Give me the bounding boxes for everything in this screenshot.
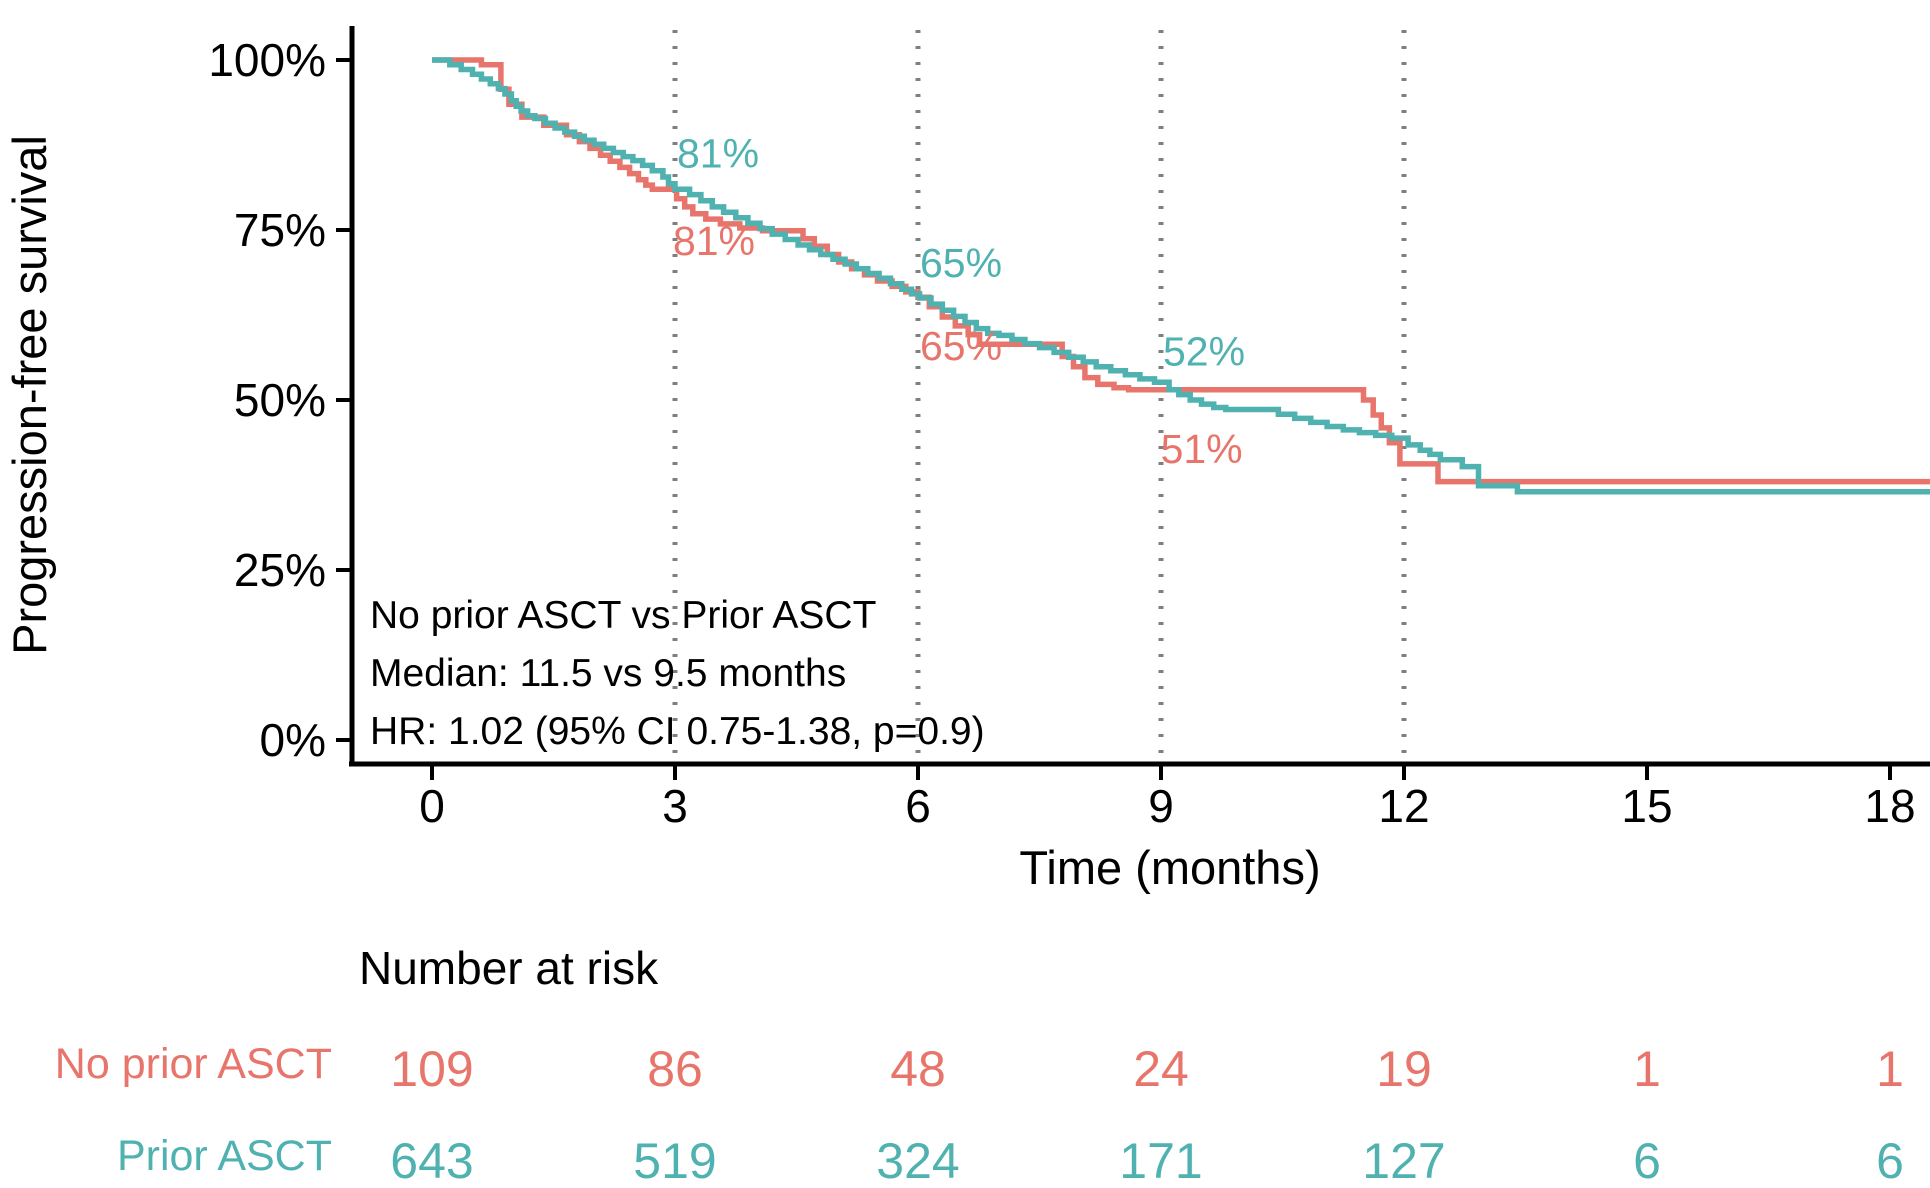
x-tick-label-12: 12	[1378, 780, 1429, 832]
risk-value-prior-asct-9mo: 171	[1119, 1133, 1202, 1188]
risk-value-no-prior-asct-3mo: 86	[647, 1041, 703, 1097]
y-tick-label-25: 25%	[234, 544, 326, 596]
risk-value-prior-asct-0mo: 643	[390, 1133, 473, 1188]
risk-value-prior-asct-12mo: 127	[1362, 1133, 1445, 1188]
x-tick-label-6: 6	[905, 780, 931, 832]
risk-table-title: Number at risk	[359, 942, 659, 994]
survival-label-81pct-1: 81%	[673, 218, 755, 264]
risk-value-no-prior-asct-15mo: 1	[1633, 1041, 1661, 1097]
x-tick-label-0: 0	[419, 780, 445, 832]
risk-row-label-prior-asct: Prior ASCT	[117, 1132, 332, 1180]
y-tick-label-100: 100%	[208, 34, 326, 86]
x-tick-label-18: 18	[1864, 780, 1915, 832]
y-axis-title: Progression-free survival	[3, 135, 56, 655]
risk-value-no-prior-asct-6mo: 48	[890, 1041, 946, 1097]
annotation-line-3: HR: 1.02 (95% CI 0.75-1.38, p=0.9)	[370, 710, 985, 753]
risk-value-no-prior-asct-18mo: 1	[1876, 1041, 1904, 1097]
y-tick-label-50: 50%	[234, 374, 326, 426]
annotation-line-2: Median: 11.5 vs 9.5 months	[370, 652, 846, 695]
x-tick-label-15: 15	[1621, 780, 1672, 832]
y-tick-label-75: 75%	[234, 204, 326, 256]
risk-row-label-no-prior-asct: No prior ASCT	[55, 1040, 332, 1088]
annotation-line-1: No prior ASCT vs Prior ASCT	[370, 594, 876, 637]
survival-label-52pct-4: 52%	[1163, 328, 1245, 374]
risk-value-no-prior-asct-0mo: 109	[390, 1041, 473, 1097]
survival-label-65pct-2: 65%	[920, 240, 1002, 286]
risk-value-prior-asct-18mo: 6	[1876, 1133, 1904, 1188]
survival-curve-no-prior-asct	[432, 57, 1930, 485]
y-tick-label-0: 0%	[260, 714, 326, 766]
risk-value-no-prior-asct-12mo: 19	[1376, 1041, 1432, 1097]
risk-value-prior-asct-6mo: 324	[876, 1133, 959, 1188]
survival-label-81pct-0: 81%	[677, 130, 759, 176]
x-tick-label-3: 3	[662, 780, 688, 832]
risk-value-prior-asct-3mo: 519	[633, 1133, 716, 1188]
risk-value-no-prior-asct-9mo: 24	[1133, 1041, 1189, 1097]
survival-label-51pct-5: 51%	[1161, 426, 1243, 472]
survival-label-65pct-3: 65%	[920, 323, 1002, 369]
x-tick-label-9: 9	[1148, 780, 1174, 832]
risk-value-prior-asct-15mo: 6	[1633, 1133, 1661, 1188]
survival-curve-prior-asct	[432, 57, 1930, 495]
x-axis-title: Time (months)	[1019, 841, 1320, 894]
